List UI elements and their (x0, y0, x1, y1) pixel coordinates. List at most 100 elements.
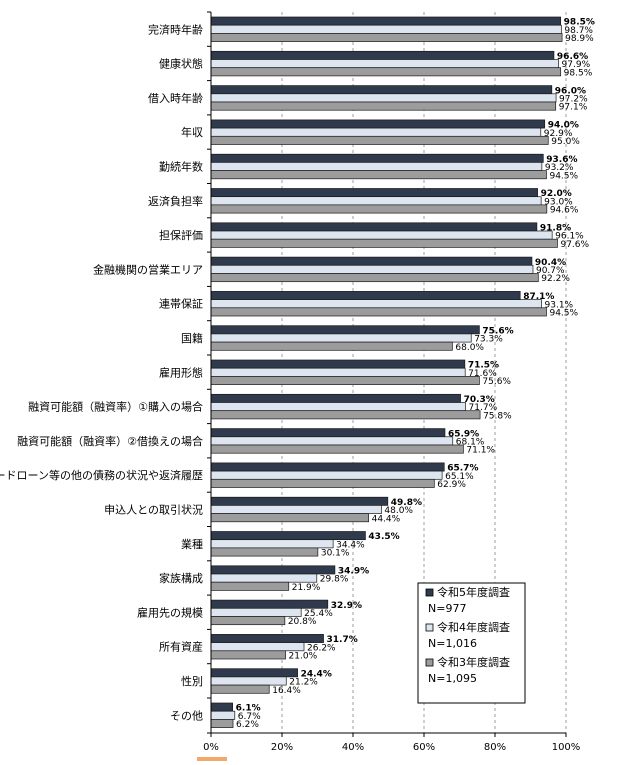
bar-r5 (210, 359, 466, 369)
value-label-r4: 92.9% (544, 129, 573, 139)
category-label: 金融機関の営業エリア (93, 262, 203, 276)
bar-r5 (210, 668, 298, 678)
bar-r4 (210, 436, 454, 446)
category-label: 申込人との取引状況 (104, 503, 203, 517)
value-label-r5: 6.1% (236, 704, 261, 714)
value-label-r4: 71.6% (468, 369, 497, 379)
value-label-r5: 65.9% (448, 429, 479, 439)
bar-r3 (210, 650, 286, 660)
bar-r4 (210, 333, 472, 343)
x-tick-label: 60% (413, 742, 435, 753)
bar-r5 (210, 119, 546, 129)
bar-r3 (210, 410, 481, 420)
value-label-r4: 71.7% (469, 403, 498, 413)
bar-r5 (210, 256, 533, 266)
bar-r3 (210, 478, 435, 488)
category-label: 返済負担率 (148, 194, 203, 208)
value-label-r4: 21.2% (289, 678, 318, 688)
value-label-r5: 31.7% (327, 635, 358, 645)
bar-r5 (210, 599, 329, 609)
value-label-r4: 97.2% (559, 95, 588, 105)
bar-r3 (210, 547, 319, 557)
bar-r5 (210, 325, 480, 335)
value-label-r4: 97.9% (562, 60, 591, 70)
category-label: 連帯保証 (159, 297, 203, 311)
value-label-r5: 92.0% (541, 189, 572, 199)
legend-series-name: 令和3年度調査 (437, 655, 510, 669)
bar-r3 (210, 684, 270, 694)
value-label-r4: 26.2% (307, 643, 336, 653)
value-label-r3: 94.5% (549, 309, 578, 319)
bar-r3 (210, 238, 558, 248)
legend-n-label: N=977 (428, 602, 466, 615)
value-label-r3: 92.2% (541, 274, 570, 284)
value-label-r3: 94.6% (550, 206, 579, 216)
bar-r4 (210, 642, 305, 652)
bar-r4 (210, 264, 534, 274)
value-label-r5: 43.5% (368, 532, 399, 542)
value-label-r5: 75.6% (482, 326, 513, 336)
bar-r5 (210, 462, 445, 472)
category-label: 家族構成 (159, 571, 203, 585)
bar-r3 (210, 341, 453, 351)
value-label-r5: 70.3% (464, 395, 495, 405)
bar-r3 (210, 616, 286, 626)
value-label-r3: 16.4% (272, 686, 301, 696)
bar-r3 (210, 444, 464, 454)
bar-r3 (210, 513, 369, 523)
bar-r5 (210, 291, 521, 300)
bar-r4 (210, 367, 466, 377)
bar-r4 (210, 230, 553, 240)
bar-r4 (210, 539, 334, 549)
bar-r3 (210, 67, 562, 77)
value-label-r3: 98.9% (565, 34, 594, 44)
category-label: 所有資産 (159, 640, 203, 654)
accent-bar (197, 757, 227, 761)
value-label-r3: 6.2% (236, 720, 259, 730)
bar-r3 (210, 204, 548, 214)
legend-n-label: N=1,095 (428, 672, 477, 685)
value-label-r5: 96.0% (555, 86, 586, 96)
bar-r4 (210, 607, 302, 617)
value-label-r4: 65.1% (445, 472, 474, 482)
value-label-r3: 97.6% (560, 240, 589, 250)
category-label: 健康状態 (159, 57, 203, 71)
category-label: 雇用先の規模 (137, 605, 203, 619)
bar-r3 (210, 307, 547, 317)
value-label-r4: 90.7% (536, 266, 565, 276)
bar-r5 (210, 188, 538, 198)
value-label-r3: 44.4% (372, 514, 401, 524)
bar-r3 (210, 273, 539, 283)
value-label-r4: 68.1% (456, 438, 485, 448)
bar-r5 (210, 702, 234, 712)
value-label-r5: 93.6% (546, 155, 577, 165)
value-label-r3: 62.9% (437, 480, 466, 490)
value-label-r3: 97.1% (559, 103, 588, 113)
bar-r5 (210, 50, 555, 60)
value-label-r5: 34.9% (338, 567, 369, 577)
x-tick-label: 0% (203, 742, 219, 753)
bar-r4 (210, 505, 382, 514)
value-label-r3: 68.0% (455, 343, 484, 353)
x-tick-label: 80% (484, 742, 506, 753)
bar-r3 (210, 135, 549, 145)
bar-r4 (210, 299, 542, 309)
value-label-r4: 93.1% (545, 300, 574, 310)
legend-swatch (425, 658, 434, 667)
value-label-r5: 49.8% (391, 498, 422, 508)
legend-swatch (425, 623, 434, 632)
x-tick-label: 100% (552, 742, 581, 753)
value-label-r5: 71.5% (468, 361, 499, 371)
bar-layer (210, 16, 563, 728)
category-label: カードローン等の他の債務の状況や返済履歴 (0, 468, 203, 482)
bar-r5 (210, 153, 544, 163)
value-label-r4: 48.0% (384, 506, 413, 516)
bar-r3 (210, 719, 234, 728)
value-label-r5: 94.0% (548, 121, 579, 131)
legend-series-name: 令和4年度調査 (437, 620, 510, 634)
category-label: 雇用形態 (159, 365, 203, 379)
x-tick-label: 40% (342, 742, 364, 753)
category-label: 融資可能額（融資率）②借換えの場合 (17, 434, 203, 448)
axis-layer: 0% 20% 40% 60% 80% 100% (203, 11, 581, 753)
bar-r5 (210, 85, 553, 95)
